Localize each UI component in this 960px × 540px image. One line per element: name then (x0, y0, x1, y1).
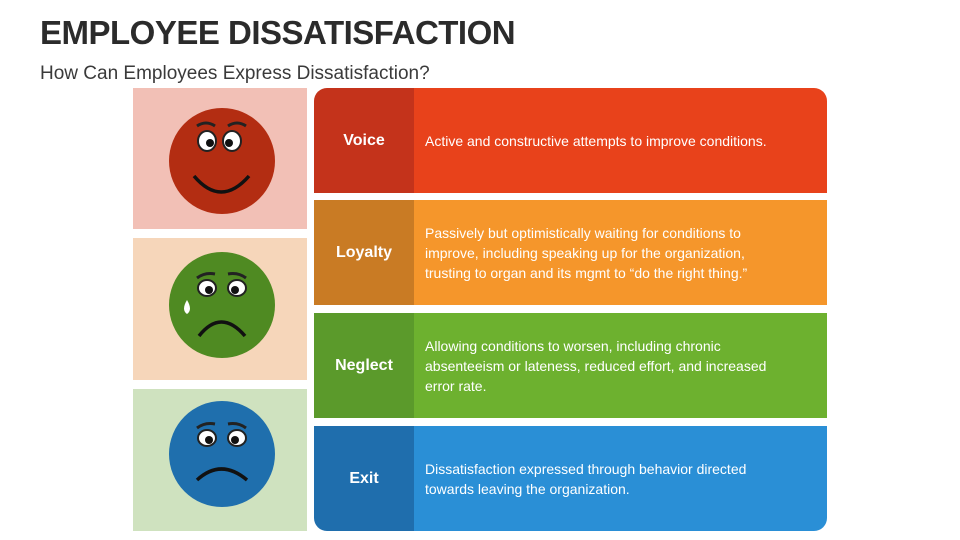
option-row: Voice Active and constructive attempts to… (314, 88, 827, 193)
options-list: Voice Active and constructive attempts to… (314, 88, 827, 531)
option-row: Loyalty Passively but optimistically wait… (314, 200, 827, 305)
happy-face (169, 108, 275, 214)
subtitle: How Can Employees Express Dissatisfactio… (40, 63, 430, 84)
title: EMPLOYEE DISSATISFACTION (40, 14, 516, 51)
option-description: Allowing conditions to worsen, including… (414, 313, 827, 418)
option-description: Passively but optimistically waiting for… (414, 200, 827, 305)
option-label: Loyalty (314, 200, 414, 305)
option-label: Neglect (314, 313, 414, 418)
option-description: Dissatisfaction expressed through behavi… (414, 426, 827, 531)
option-label: Voice (314, 88, 414, 193)
sad-crying-face (169, 252, 275, 358)
sad-face (169, 401, 275, 507)
option-row: Exit Dissatisfaction expressed through be… (314, 426, 827, 531)
option-label: Exit (314, 426, 414, 531)
faces (169, 108, 275, 507)
option-description: Active and constructive attempts to impr… (414, 88, 827, 193)
option-row: Neglect Allowing conditions to worsen, in… (314, 313, 827, 418)
